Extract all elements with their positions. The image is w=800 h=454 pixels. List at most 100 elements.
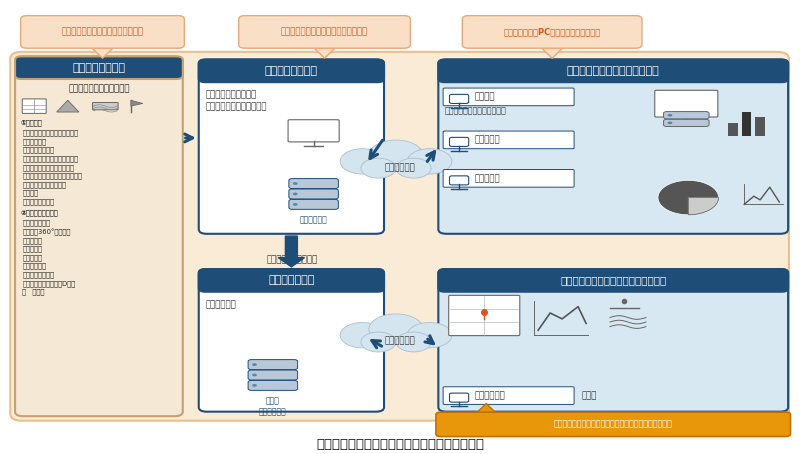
FancyArrow shape (278, 236, 305, 267)
Text: データ収集・作成: データ収集・作成 (73, 63, 126, 73)
FancyBboxPatch shape (443, 169, 574, 187)
Circle shape (407, 322, 452, 348)
Text: ・流域界・行政機関情報: ・流域界・行政機関情報 (22, 181, 66, 188)
Text: ・オルソ画像: ・オルソ画像 (22, 138, 46, 145)
Circle shape (369, 314, 423, 345)
FancyBboxPatch shape (443, 88, 574, 106)
Text: ・治水地形分類図: ・治水地形分類図 (22, 198, 54, 205)
Text: データ表示・利用（オープンデータ）: データ表示・利用（オープンデータ） (560, 276, 666, 286)
Text: ・写真（360°写真等）: ・写真（360°写真等） (22, 228, 70, 236)
FancyBboxPatch shape (450, 393, 469, 402)
FancyBboxPatch shape (10, 52, 789, 421)
Text: ①基本情報: ①基本情報 (21, 120, 42, 126)
Text: ・流域基礎情報: ・流域基礎情報 (22, 220, 50, 227)
FancyBboxPatch shape (289, 178, 338, 188)
Text: データサーバーに蓄積
検索・管理用にカタログ化: データサーバーに蓄積 検索・管理用にカタログ化 (205, 90, 266, 112)
Text: 河川利用者向: 河川利用者向 (475, 391, 506, 400)
Wedge shape (658, 180, 718, 215)
FancyBboxPatch shape (450, 176, 469, 185)
FancyBboxPatch shape (449, 296, 520, 336)
Text: 市民や外部関係者がインターネットを介して利用できる: 市民や外部関係者がインターネットを介して利用できる (554, 420, 673, 429)
Text: 庁内システム: 庁内システム (385, 163, 415, 173)
Text: ・データ取得範囲: ・データ取得範囲 (22, 147, 54, 153)
FancyBboxPatch shape (21, 15, 184, 48)
Text: データサーバ: データサーバ (300, 215, 327, 224)
Circle shape (293, 203, 298, 206)
Circle shape (252, 374, 257, 376)
FancyBboxPatch shape (443, 387, 574, 405)
FancyBboxPatch shape (663, 112, 709, 119)
FancyBboxPatch shape (238, 15, 410, 48)
Text: 公開用
データサーバ: 公開用 データサーバ (259, 396, 286, 416)
Polygon shape (92, 48, 113, 58)
Circle shape (361, 332, 396, 352)
Circle shape (396, 158, 431, 178)
Text: ・防災・治水: ・防災・治水 (22, 263, 46, 269)
FancyBboxPatch shape (450, 138, 469, 147)
FancyBboxPatch shape (288, 120, 339, 142)
Circle shape (667, 114, 672, 117)
Text: ・河川環境・利用: ・河川環境・利用 (22, 271, 54, 278)
FancyBboxPatch shape (438, 269, 788, 412)
Text: ・行政界: ・行政界 (22, 190, 38, 197)
Text: 河川管理用: 河川管理用 (475, 135, 501, 144)
FancyBboxPatch shape (198, 269, 384, 292)
FancyBboxPatch shape (289, 189, 338, 199)
Text: ・測量データ検索用メタデータ: ・測量データ検索用メタデータ (22, 155, 78, 162)
Text: 地形、地質、測量、施設等: 地形、地質、測量、施設等 (68, 84, 130, 94)
FancyBboxPatch shape (198, 59, 384, 82)
FancyBboxPatch shape (462, 15, 642, 48)
FancyBboxPatch shape (438, 269, 788, 292)
Text: 本局（河川管理課）で環境を準備する: 本局（河川管理課）で環境を準備する (281, 27, 368, 36)
Text: 公開用に管理: 公開用に管理 (205, 300, 236, 309)
Text: 図－１　九州三次元河川管内図システムの概要: 図－１ 九州三次元河川管内図システムの概要 (316, 438, 484, 451)
Circle shape (369, 140, 423, 171)
Text: ・河川区域: ・河川区域 (22, 237, 42, 243)
FancyBboxPatch shape (248, 370, 298, 380)
FancyBboxPatch shape (438, 59, 788, 82)
Text: 河川環境用: 河川環境用 (475, 174, 501, 183)
Text: データ整理・蓄積: データ整理・蓄積 (265, 66, 318, 76)
Text: 各事務所は職員PCから環境を利用できる: 各事務所は職員PCから環境を利用できる (503, 27, 601, 36)
FancyBboxPatch shape (438, 59, 788, 234)
FancyBboxPatch shape (654, 90, 718, 117)
Circle shape (361, 158, 396, 178)
Text: ・点群データ（地形（標高））: ・点群データ（地形（標高）） (22, 130, 78, 136)
Circle shape (667, 122, 672, 124)
Circle shape (340, 149, 385, 174)
Text: ・過去の定期横断測量・河川情報: ・過去の定期横断測量・河川情報 (22, 173, 82, 179)
FancyBboxPatch shape (248, 380, 298, 390)
Circle shape (407, 149, 452, 174)
Bar (742, 112, 751, 137)
FancyBboxPatch shape (289, 199, 338, 209)
Text: データ表示・利用（整備局内）: データ表示・利用（整備局内） (567, 66, 660, 76)
FancyBboxPatch shape (22, 99, 46, 114)
Polygon shape (131, 100, 143, 106)
Circle shape (252, 363, 257, 366)
Text: オープンデータ: オープンデータ (268, 276, 314, 286)
Bar (728, 123, 738, 137)
Text: 応用情報を含む表示システム: 応用情報を含む表示システム (445, 107, 506, 116)
Polygon shape (476, 404, 497, 414)
FancyBboxPatch shape (15, 56, 182, 416)
Circle shape (293, 192, 298, 195)
Text: ・河川履歴: ・河川履歴 (22, 246, 42, 252)
Circle shape (293, 182, 298, 185)
FancyBboxPatch shape (93, 103, 118, 110)
FancyBboxPatch shape (198, 269, 384, 412)
Text: ・河川距離標・河川管理施設: ・河川距離標・河川管理施設 (22, 164, 74, 171)
Text: ②応用情報（都度）: ②応用情報（都度） (21, 210, 58, 217)
Wedge shape (688, 197, 718, 215)
Text: ・計画・設計情報（３Dモデ: ・計画・設計情報（３Dモデ (22, 280, 75, 286)
Text: など: など (582, 391, 598, 400)
Circle shape (396, 332, 431, 352)
Polygon shape (314, 48, 335, 58)
Circle shape (340, 322, 385, 348)
Circle shape (252, 384, 257, 387)
Text: ・   ル）等: ・ ル）等 (22, 289, 45, 295)
FancyBboxPatch shape (443, 131, 574, 149)
FancyBboxPatch shape (15, 56, 182, 79)
Text: 一般公開可能なデータ: 一般公開可能なデータ (266, 255, 318, 264)
FancyBboxPatch shape (436, 412, 790, 437)
Text: ・施設情報: ・施設情報 (22, 254, 42, 261)
